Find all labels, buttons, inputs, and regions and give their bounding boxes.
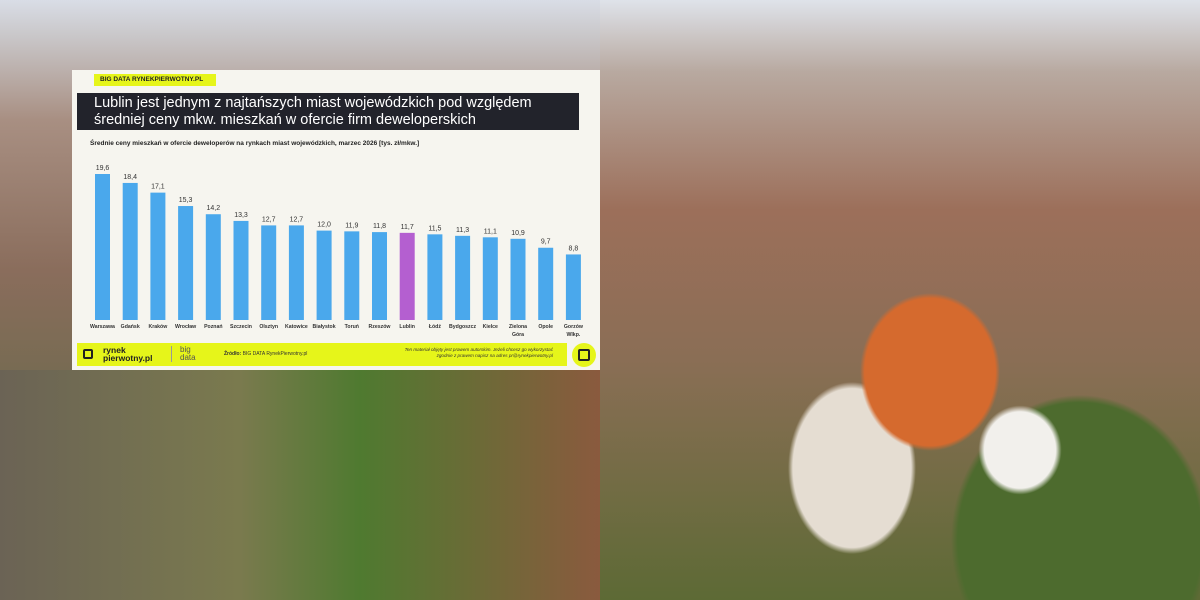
title-line-1: Lublin jest jednym z najtańszych miast w… (94, 95, 532, 111)
bar-Poznań (205, 214, 221, 320)
source-text: BIG DATA RynekPierwotny.pl (242, 351, 308, 357)
category-label: Wrocław (175, 324, 197, 330)
bigdata-line-2: data (180, 353, 196, 362)
bar-chart: 19,6 Warszawa 18,4 Gdańsk 17,1 Kraków 15,3 Wroc… (90, 165, 584, 338)
data-label: 12,0 (317, 222, 331, 229)
bar-Kraków (150, 192, 166, 320)
bigdata-line-1: big (180, 345, 191, 354)
data-label: 13,3 (234, 212, 248, 219)
copyright-line-1: Ten materiał objęty jest prawem autorski… (404, 347, 553, 352)
data-label: 18,4 (123, 174, 137, 181)
infographic-card: BIG DATA RYNEKPIERWOTNY.PL Lublin jest j… (72, 70, 600, 370)
logo: rynek pierwotny.pl (103, 345, 153, 363)
bar-Toruń (344, 231, 360, 320)
category-label: Białystok (313, 324, 336, 330)
data-label: 11,8 (373, 223, 386, 230)
title-line-2: średniej ceny mkw. mieszkań w ofercie fi… (94, 112, 476, 128)
bar-Gorzów Wlkp. (565, 254, 581, 320)
source-label: Źródło: (224, 351, 242, 357)
background-photo-city (600, 0, 1200, 600)
category-label: Łódź (429, 324, 442, 330)
logo-icon (578, 349, 590, 361)
data-label: 11,1 (484, 228, 497, 235)
chart-title: Średnie ceny mieszkań w ofercie dewelope… (90, 140, 420, 147)
bar-Szczecin (233, 220, 249, 320)
bar-Białystok (316, 230, 332, 320)
bar-Opole (538, 247, 554, 320)
bigdata-logo: big data (171, 346, 196, 362)
bar-Rzeszów (372, 232, 387, 320)
category-label: Gorzów (564, 324, 584, 330)
logo-line-2: pierwotny.pl (103, 353, 153, 363)
data-label: 15,3 (179, 197, 193, 204)
category-label: Góra (512, 332, 524, 338)
bar-Warszawa (95, 174, 110, 320)
bar-Kielce (482, 237, 498, 320)
category-label: Toruń (345, 324, 359, 330)
data-label: 12,7 (262, 216, 276, 223)
category-label: Bydgoszcz (449, 324, 477, 330)
data-label: 17,1 (151, 184, 165, 191)
category-label: Kielce (483, 324, 498, 330)
logo-icon (83, 349, 93, 359)
category-label: Olsztyn (259, 324, 278, 330)
brand-tag: BIG DATA RYNEKPIERWOTNY.PL (94, 74, 216, 86)
bar-Lublin (399, 232, 415, 320)
bar-Bydgoszcz (455, 235, 471, 320)
copyright-note: Ten materiał objęty jest prawem autorski… (405, 347, 553, 359)
bar-Gdańsk (122, 182, 138, 320)
bar-Olsztyn (261, 225, 277, 320)
bar-Katowice (288, 225, 304, 320)
page-title: Lublin jest jednym z najtańszych miast w… (77, 93, 579, 130)
data-label: 11,3 (456, 227, 469, 234)
category-label: Wlkp. (566, 332, 580, 338)
data-label: 19,6 (96, 165, 110, 172)
footer: rynek pierwotny.pl big data Źródło: BIG DA… (77, 343, 567, 366)
data-label: 10,9 (511, 230, 525, 237)
data-label: 11,9 (345, 222, 358, 229)
bar-Zielona Góra (510, 238, 526, 320)
data-label: 8,8 (569, 245, 579, 252)
category-label: Zielona (509, 324, 527, 330)
logo-badge (572, 343, 596, 367)
bar-Wrocław (178, 206, 194, 320)
data-label: 9,7 (541, 239, 551, 246)
data-label: 14,2 (206, 205, 220, 212)
category-label: Kraków (149, 324, 169, 330)
category-label: Gdańsk (121, 324, 140, 330)
category-label: Poznań (204, 324, 222, 330)
source: Źródło: BIG DATA RynekPierwotny.pl (224, 351, 307, 357)
data-label: 11,7 (401, 224, 414, 231)
logo-line-1: rynek (103, 345, 126, 355)
category-label: Rzeszów (369, 324, 392, 330)
category-label: Lublin (399, 324, 415, 330)
category-label: Katowice (285, 324, 308, 330)
category-label: Opole (538, 324, 553, 330)
bar-Łódź (427, 234, 443, 320)
category-label: Szczecin (230, 324, 252, 330)
copyright-line-2: zgodnie z prawem napisz na adres pr@ryne… (436, 353, 553, 358)
data-label: 12,7 (290, 216, 304, 223)
category-label: Warszawa (90, 324, 115, 330)
data-label: 11,5 (428, 225, 441, 232)
background-photo-hill (0, 370, 600, 600)
